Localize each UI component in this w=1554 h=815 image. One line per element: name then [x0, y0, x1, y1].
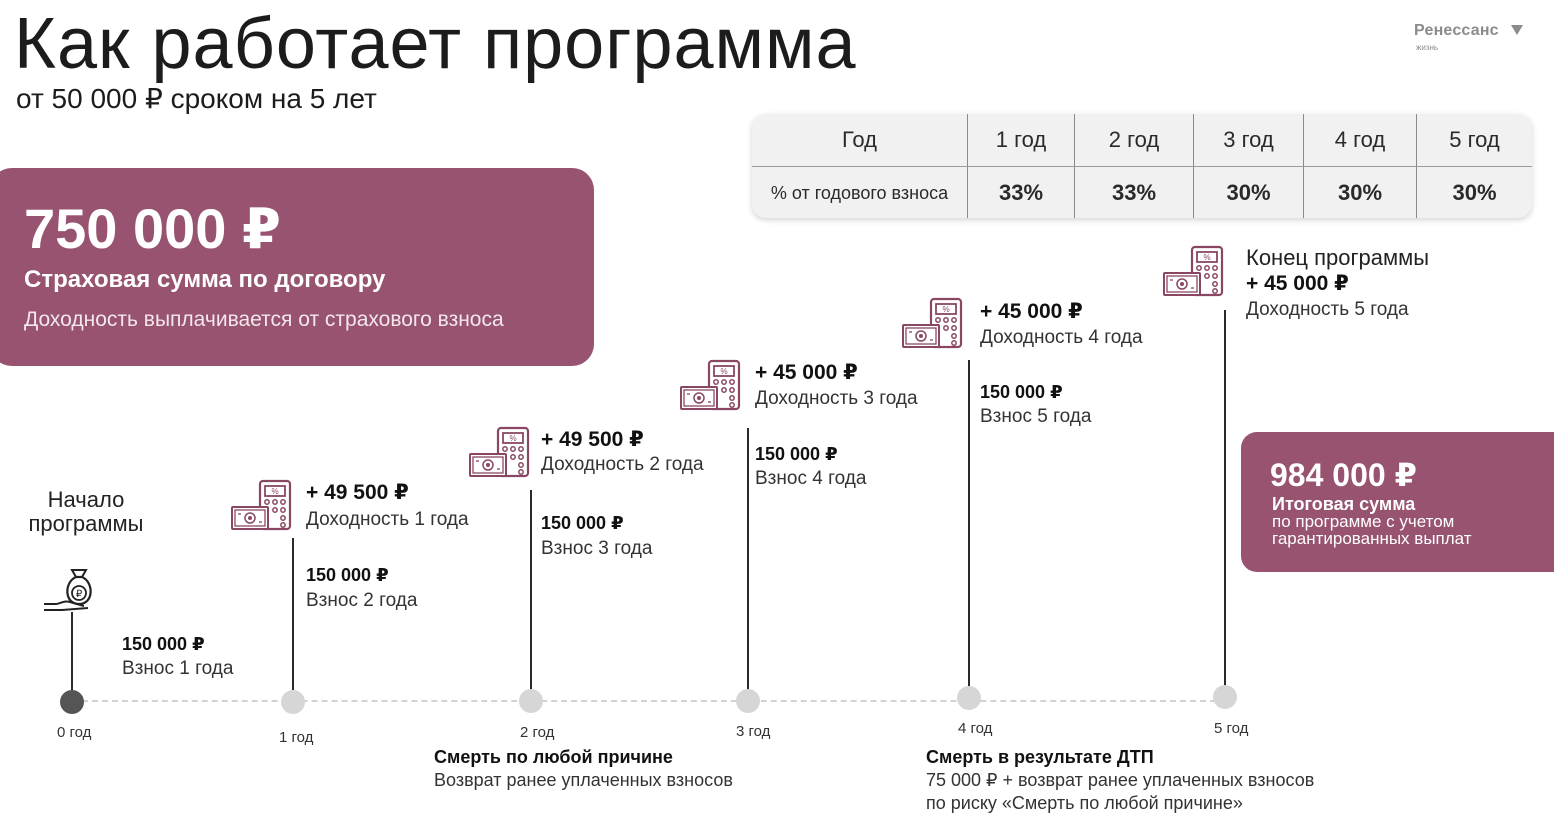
- start-label: Начало программы: [28, 487, 144, 536]
- calculator-money-icon: [230, 479, 294, 535]
- logo-name: Ренессанс: [1414, 22, 1499, 39]
- insured-sum-amount: 750 000 ₽: [24, 197, 281, 260]
- contribution-label: Взнос 5 года: [980, 406, 1092, 427]
- year-label: 4 год: [958, 720, 993, 737]
- year-label: 0 год: [57, 724, 92, 741]
- contribution-amount: 150 000 ₽: [306, 565, 389, 585]
- insured-sum-note: Доходность выплачивается от страхового в…: [24, 308, 504, 331]
- table-cell: 33%: [1074, 167, 1193, 218]
- timeline-dot-3: [736, 689, 760, 713]
- calculator-money-icon: [468, 426, 532, 482]
- timeline-stem: [292, 538, 294, 690]
- income-label: Доходность 3 года: [755, 388, 918, 409]
- table-header-cell: 4 год: [1303, 114, 1416, 166]
- calculator-money-icon: [901, 297, 965, 353]
- money-bag-hand-icon: ₽: [42, 566, 104, 618]
- table-header-cell: Год: [841, 127, 878, 152]
- contribution-label: Взнос 1 года: [122, 658, 234, 679]
- timeline-dot-4: [957, 686, 981, 710]
- contribution-amount: 150 000 ₽: [755, 444, 838, 464]
- table-cell: 30%: [1193, 167, 1303, 218]
- timeline-stem: [747, 428, 749, 690]
- income-label: Доходность 5 года: [1246, 299, 1409, 320]
- logo-triangle-icon: [1511, 25, 1523, 35]
- death-accident-text: 75 000 ₽ + возврат ранее уплаченных взно…: [926, 770, 1315, 790]
- page-title: Как работает программа: [14, 4, 857, 84]
- income-amount: + 45 000 ₽: [980, 300, 1083, 323]
- income-amount: + 49 500 ₽: [306, 481, 409, 504]
- year-label: 1 год: [279, 729, 314, 746]
- timeline-dot-1: [281, 690, 305, 714]
- income-label: Доходность 4 года: [980, 327, 1143, 348]
- total-sum-amount: 984 000 ₽: [1270, 457, 1417, 493]
- income-amount: + 49 500 ₽: [541, 428, 644, 451]
- company-logo: Ренессанс жизнь: [1414, 22, 1534, 56]
- timeline-stem: [968, 360, 970, 688]
- contribution-amount: 150 000 ₽: [980, 382, 1063, 402]
- contribution-amount: 150 000 ₽: [122, 634, 205, 654]
- payout-table: Год 1 год 2 год 3 год 4 год 5 год % от г…: [752, 114, 1532, 218]
- insured-sum-panel: [0, 168, 594, 366]
- death-any-title: Смерть по любой причине: [434, 747, 673, 767]
- table-cell: 30%: [1303, 167, 1416, 218]
- death-accident-title: Смерть в результате ДТП: [926, 747, 1154, 767]
- death-any-text: Возврат ранее уплаченных взносов: [434, 770, 733, 790]
- svg-text:₽: ₽: [76, 589, 83, 600]
- timeline-axis: [72, 700, 1226, 702]
- calculator-money-icon: [679, 359, 743, 415]
- contribution-label: Взнос 2 года: [306, 590, 418, 611]
- table-header-row: Год 1 год 2 год 3 год 4 год 5 год: [752, 114, 1532, 166]
- end-label: Конец программы: [1246, 245, 1430, 270]
- timeline-dot-0: [60, 690, 84, 714]
- income-amount: + 45 000 ₽: [1246, 272, 1349, 295]
- income-amount: + 45 000 ₽: [755, 361, 858, 384]
- table-cell: 33%: [967, 167, 1074, 218]
- year-label: 3 год: [736, 723, 771, 740]
- timeline-dot-2: [519, 689, 543, 713]
- table-header-cell: 1 год: [967, 114, 1074, 166]
- table-header-cell: 2 год: [1074, 114, 1193, 166]
- insured-sum-caption: Страховая сумма по договору: [24, 266, 386, 293]
- timeline-stem: [71, 612, 73, 692]
- table-header-cell: 5 год: [1416, 114, 1532, 166]
- table-row-label: % от годового взноса: [770, 182, 949, 203]
- contribution-label: Взнос 4 года: [755, 468, 867, 489]
- timeline-stem: [1224, 310, 1226, 686]
- timeline-dot-5: [1213, 685, 1237, 709]
- page-subtitle: от 50 000 ₽ сроком на 5 лет: [16, 83, 377, 114]
- calculator-money-icon: [1162, 245, 1226, 301]
- death-accident-text: по риску «Смерть по любой причине»: [926, 793, 1243, 813]
- total-sum-note: гарантированных выплат: [1272, 529, 1472, 548]
- income-label: Доходность 2 года: [541, 454, 704, 475]
- table-cell: 30%: [1416, 167, 1532, 218]
- logo-sub: жизнь: [1416, 43, 1439, 52]
- total-sum-note: по программе с учетом: [1272, 512, 1455, 531]
- table-row: % от годового взноса 33% 33% 30% 30% 30%: [752, 166, 1532, 218]
- table-header-cell: 3 год: [1193, 114, 1303, 166]
- income-label: Доходность 1 года: [306, 509, 469, 530]
- year-label: 2 год: [520, 724, 555, 741]
- timeline-stem: [530, 490, 532, 690]
- contribution-label: Взнос 3 года: [541, 538, 653, 559]
- total-sum-caption: Итоговая сумма: [1272, 494, 1416, 514]
- contribution-amount: 150 000 ₽: [541, 513, 624, 533]
- year-label: 5 год: [1214, 720, 1249, 737]
- total-sum-panel: [1241, 432, 1554, 572]
